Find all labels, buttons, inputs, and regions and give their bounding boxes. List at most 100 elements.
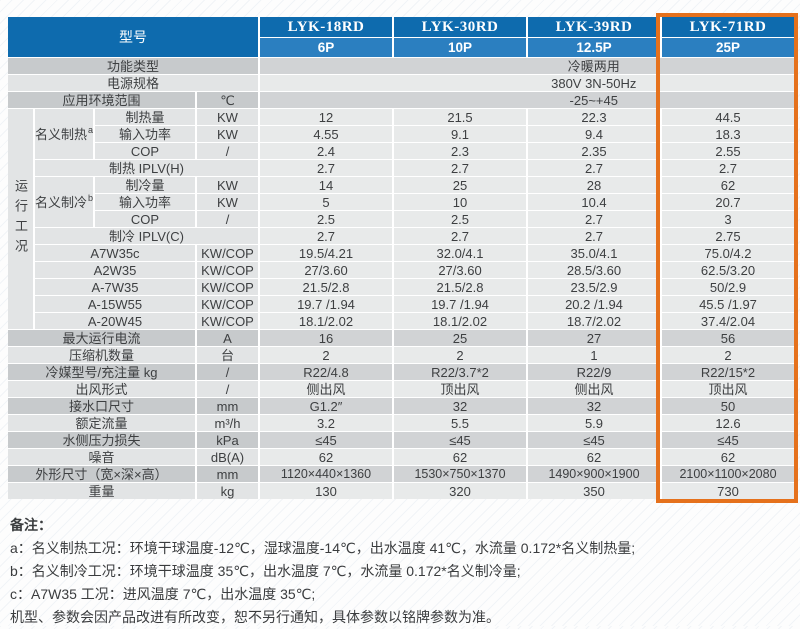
nominal-cooling-group-label: 名义制冷 b (35, 177, 93, 227)
hp-label-10p: 10P (394, 38, 526, 57)
model-name-lyk39rd: LYK-39RD (528, 17, 660, 37)
hp-label-6p: 6P (260, 38, 392, 57)
air-outlet-unit: / (197, 381, 258, 397)
a-minus7w35-value-3: 23.5/2.9 (528, 279, 660, 295)
heating-input-value-4: 18.3 (662, 126, 794, 142)
compressor-count-value-2: 2 (394, 347, 526, 363)
a7w35c-value-1: 19.5/4.21 (260, 245, 392, 261)
weight-value-4: 730 (662, 483, 794, 499)
compressor-count-value-1: 2 (260, 347, 392, 363)
a-minus20w45-value-3: 18.7/2.02 (528, 313, 660, 329)
compressor-count-value-4: 2 (662, 347, 794, 363)
a2w35-value-4: 62.5/3.20 (662, 262, 794, 278)
hp-label-25p: 25P (662, 38, 794, 57)
noise-value-1: 62 (260, 449, 392, 465)
note-line-b: b：名义制冷工况：环境干球温度 35℃，出水温度 7℃，水流量 0.172*名义… (10, 563, 521, 579)
dimensions-value-2: 1530×750×1370 (394, 466, 526, 482)
heating-cop-value-4: 2.55 (662, 143, 794, 159)
air-outlet-value-2: 顶出风 (394, 381, 526, 397)
water-connection-label: 接水口尺寸 (8, 398, 195, 414)
model-header-label: 型号 (8, 17, 258, 57)
a-minus7w35-label: A-7W35 (35, 279, 195, 295)
heating-input-label: 输入功率 (95, 126, 195, 142)
power-supply-value-cell: 380V 3N-50Hz (260, 75, 794, 91)
weight-value-3: 350 (528, 483, 660, 499)
cooling-input-value-1: 5 (260, 194, 392, 210)
model-name-lyk18rd: LYK-18RD (260, 17, 392, 37)
compressor-count-label: 压缩机数量 (8, 347, 195, 363)
noise-value-2: 62 (394, 449, 526, 465)
pressure-loss-value-3: ≤45 (528, 432, 660, 448)
hp-label-12-5p: 12.5P (528, 38, 660, 57)
ambient-range-value-cell: -25~+45 (260, 92, 794, 108)
cooling-input-value-3: 10.4 (528, 194, 660, 210)
rated-flow-value-1: 3.2 (260, 415, 392, 431)
water-connection-value-4: 50 (662, 398, 794, 414)
a-minus7w35-value-1: 21.5/2.8 (260, 279, 392, 295)
a-minus15w55-label: A-15W55 (35, 296, 195, 312)
heating-capacity-value-3: 22.3 (528, 109, 660, 125)
heating-cop-value-3: 2.35 (528, 143, 660, 159)
a7w35c-label: A7W35c (35, 245, 195, 261)
refrigerant-value-3: R22/9 (528, 364, 660, 380)
a-minus15w55-unit: KW/COP (197, 296, 258, 312)
rated-flow-label: 额定流量 (8, 415, 195, 431)
a7w35c-value-3: 35.0/4.1 (528, 245, 660, 261)
a-minus20w45-value-4: 37.4/2.04 (662, 313, 794, 329)
heating-cop-label: COP (95, 143, 195, 159)
pressure-loss-value-1: ≤45 (260, 432, 392, 448)
power-supply-value: 380V 3N-50Hz (551, 75, 637, 91)
a-minus20w45-value-1: 18.1/2.02 (260, 313, 392, 329)
a-minus20w45-unit: KW/COP (197, 313, 258, 329)
heating-capacity-label: 制热量 (95, 109, 195, 125)
noise-value-4: 62 (662, 449, 794, 465)
refrigerant-unit: / (197, 364, 258, 380)
notes-block: 备注： a：名义制热工况：环境干球温度-12℃，湿球温度-14℃，出水温度 41… (10, 514, 792, 629)
max-current-value-4: 56 (662, 330, 794, 346)
cooling-input-unit: KW (197, 194, 258, 210)
refrigerant-value-1: R22/4.8 (260, 364, 392, 380)
power-supply-label: 电源规格 (8, 75, 258, 91)
nominal-heating-footnote-mark: a (88, 124, 94, 135)
notes-title: 备注： (10, 517, 52, 533)
cooling-iplv-label: 制冷 IPLV(C) (35, 228, 258, 244)
cooling-input-value-4: 20.7 (662, 194, 794, 210)
max-current-label: 最大运行电流 (8, 330, 195, 346)
heating-input-value-2: 9.1 (394, 126, 526, 142)
dimensions-value-3: 1490×900×1900 (528, 466, 660, 482)
nominal-heating-group-label: 名义制热 a (35, 109, 93, 159)
water-connection-value-2: 32 (394, 398, 526, 414)
refrigerant-value-2: R22/3.7*2 (394, 364, 526, 380)
a-minus7w35-value-4: 50/2.9 (662, 279, 794, 295)
heating-input-unit: KW (197, 126, 258, 142)
max-current-value-2: 25 (394, 330, 526, 346)
cooling-capacity-value-2: 25 (394, 177, 526, 193)
air-outlet-value-4: 顶出风 (662, 381, 794, 397)
a-minus20w45-label: A-20W45 (35, 313, 195, 329)
note-line-a: a：名义制热工况：环境干球温度-12℃，湿球温度-14℃，出水温度 41℃，水流… (10, 540, 636, 556)
water-connection-unit: mm (197, 398, 258, 414)
cooling-iplv-value-4: 2.75 (662, 228, 794, 244)
note-line-disclaimer: 机型、参数会因产品改进有所改变，恕不另行通知，具体参数以铭牌参数为准。 (10, 609, 500, 625)
refrigerant-label: 冷媒型号/充注量 kg (8, 364, 195, 380)
cooling-capacity-value-3: 28 (528, 177, 660, 193)
heating-capacity-unit: KW (197, 109, 258, 125)
dimensions-value-4: 2100×1100×2080 (662, 466, 794, 482)
cooling-cop-unit: / (197, 211, 258, 227)
max-current-unit: A (197, 330, 258, 346)
a-minus20w45-value-2: 18.1/2.02 (394, 313, 526, 329)
operating-condition-text: 运行工况 (13, 179, 28, 259)
a2w35-unit: KW/COP (197, 262, 258, 278)
a-minus15w55-value-3: 20.2 /1.94 (528, 296, 660, 312)
pressure-loss-value-2: ≤45 (394, 432, 526, 448)
ambient-range-value: -25~+45 (569, 92, 618, 108)
pressure-loss-value-4: ≤45 (662, 432, 794, 448)
weight-unit: kg (197, 483, 258, 499)
cooling-cop-value-2: 2.5 (394, 211, 526, 227)
dimensions-value-1: 1120×440×1360 (260, 466, 392, 482)
nominal-heating-text: 名义制热 (34, 126, 87, 142)
refrigerant-value-4: R22/15*2 (662, 364, 794, 380)
heating-capacity-value-2: 21.5 (394, 109, 526, 125)
water-connection-value-3: 32 (528, 398, 660, 414)
heating-cop-value-2: 2.3 (394, 143, 526, 159)
